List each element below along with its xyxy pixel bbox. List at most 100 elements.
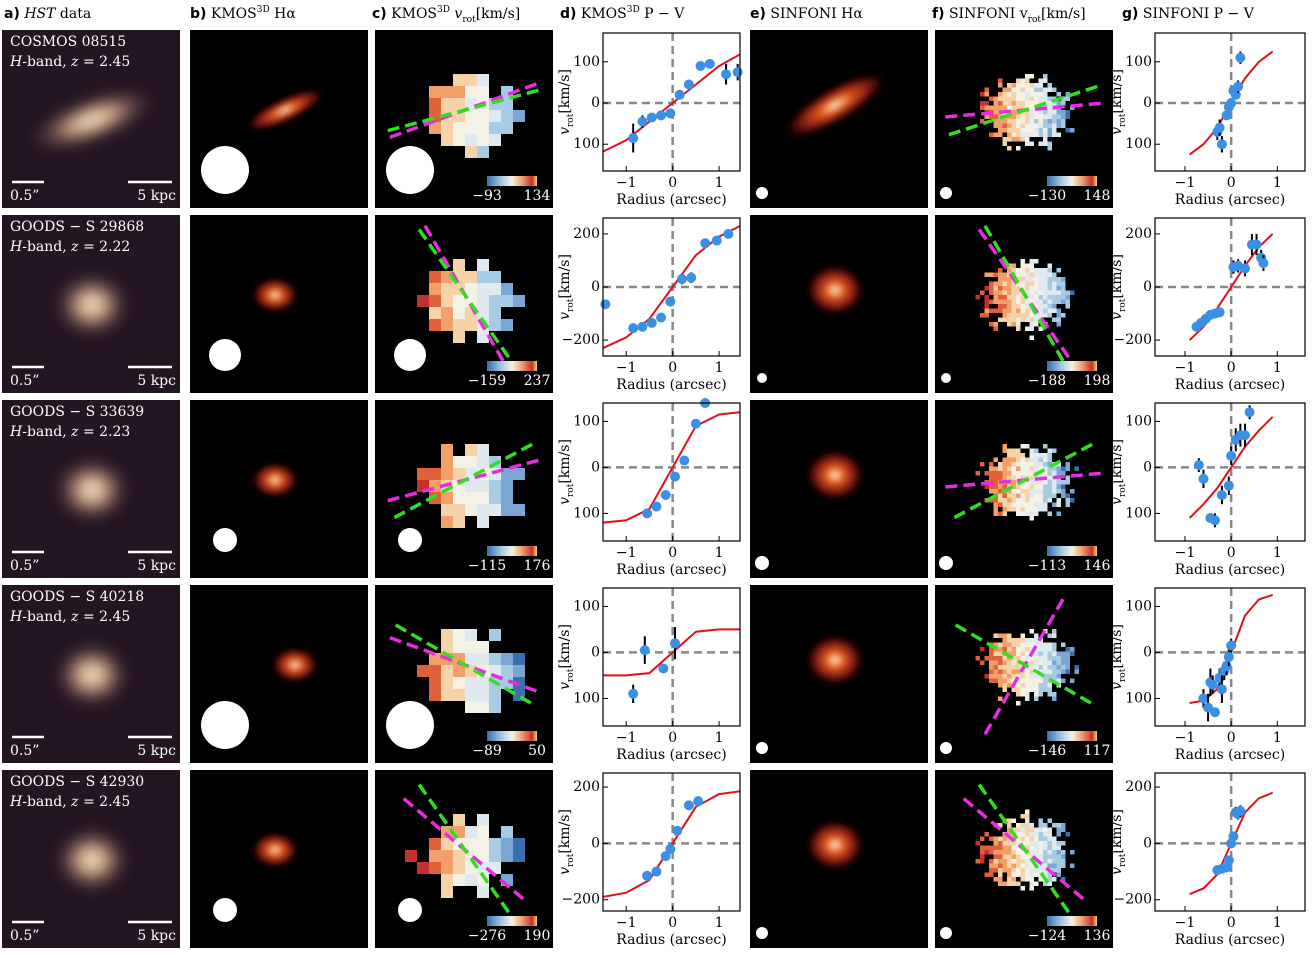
position-angle	[983, 224, 1067, 366]
map-pixel	[489, 850, 501, 862]
map-pixel	[1065, 466, 1070, 471]
map-pixel	[465, 701, 477, 713]
map-pixel	[1038, 841, 1043, 846]
map-pixel	[1020, 272, 1025, 277]
map-pixel	[1056, 119, 1061, 124]
map-pixel	[1016, 669, 1021, 674]
map-pixel	[1029, 105, 1034, 110]
colorbar	[1047, 361, 1097, 371]
map-pixel	[1016, 638, 1021, 643]
map-pixel	[1020, 313, 1025, 318]
y-tick-label: 100	[1125, 598, 1152, 614]
map-pixel	[429, 665, 441, 677]
x-tick-label: 1	[715, 175, 724, 191]
map-pixel	[984, 471, 989, 476]
beam	[386, 146, 434, 194]
map-pixel	[1038, 299, 1043, 304]
map-pixel	[989, 462, 994, 467]
column-header: d) KMOS3D P − V	[560, 5, 685, 23]
map-pixel	[1038, 845, 1043, 850]
map-pixel	[998, 105, 1003, 110]
map-pixel	[1061, 665, 1066, 670]
map-pixel	[1020, 692, 1025, 697]
map-pixel	[1038, 83, 1043, 88]
halpha-emission	[805, 634, 865, 686]
map-pixel	[1020, 814, 1025, 819]
map-pixel	[1029, 295, 1034, 300]
map-pixel	[1038, 277, 1043, 282]
map-pixel	[465, 677, 477, 689]
data-point	[669, 638, 680, 649]
map-pixel	[998, 511, 1003, 516]
map-pixel	[1002, 92, 1007, 97]
map-pixel	[1025, 101, 1030, 106]
map-pixel	[998, 101, 1003, 106]
map-pixel	[1038, 92, 1043, 97]
map-pixel	[998, 850, 1003, 855]
map-pixel	[1052, 674, 1057, 679]
map-pixel	[441, 295, 453, 307]
map-pixel	[477, 110, 489, 122]
map-pixel	[1043, 660, 1048, 665]
map-pixel	[1020, 507, 1025, 512]
map-pixel	[1007, 818, 1012, 823]
map-pixel	[1029, 823, 1034, 828]
map-pixel	[1025, 674, 1030, 679]
map-pixel	[1025, 119, 1030, 124]
map-pixel	[429, 689, 441, 701]
map-pixel	[993, 475, 998, 480]
map-pixel	[1034, 259, 1039, 264]
y-axis-label: vrot[km/s]	[557, 69, 576, 135]
colorbar	[1047, 176, 1097, 186]
map-pixel	[989, 859, 994, 864]
map-pixel	[1016, 299, 1021, 304]
colorbar	[487, 176, 537, 186]
axes-frame	[1154, 32, 1306, 172]
map-pixel	[1056, 308, 1061, 313]
map-pixel	[1002, 313, 1007, 318]
map-pixel	[1056, 92, 1061, 97]
map-pixel	[1038, 498, 1043, 503]
map-pixel	[989, 651, 994, 656]
map-pixel	[1038, 854, 1043, 859]
map-pixel	[1056, 277, 1061, 282]
map-pixel	[1011, 87, 1016, 92]
map-pixel	[1011, 660, 1016, 665]
map-pixel	[1056, 480, 1061, 485]
map-pixel	[1016, 272, 1021, 277]
map-pixel	[1016, 137, 1021, 142]
map-pixel	[1002, 498, 1007, 503]
map-pixel	[1016, 462, 1021, 467]
map-pixel	[1007, 647, 1012, 652]
map-pixel	[998, 674, 1003, 679]
map-pixel	[1025, 647, 1030, 652]
map-pixel	[1047, 308, 1052, 313]
map-pixel	[1047, 96, 1052, 101]
map-pixel	[453, 98, 465, 110]
beam	[756, 187, 768, 199]
map-pixel	[1029, 453, 1034, 458]
map-pixel	[1043, 854, 1048, 859]
data-point	[1226, 640, 1237, 651]
map-pixel	[1034, 101, 1039, 106]
map-pixel	[998, 268, 1003, 273]
map-pixel	[489, 492, 501, 504]
map-pixel	[1002, 669, 1007, 674]
map-pixel	[465, 826, 477, 838]
map-pixel	[1007, 119, 1012, 124]
map-pixel	[1070, 489, 1075, 494]
map-pixel	[1047, 656, 1052, 661]
map-pixel	[1043, 836, 1048, 841]
map-pixel	[1056, 656, 1061, 661]
colorbar-max: 146	[1084, 558, 1111, 574]
map-pixel	[453, 629, 465, 641]
text-part: [km/s]	[557, 624, 573, 669]
map-pixel	[453, 814, 465, 826]
map-pixel	[465, 295, 477, 307]
text-part: H	[9, 424, 23, 440]
map-pixel	[465, 319, 477, 331]
map-pixel	[1052, 823, 1057, 828]
map-pixel	[429, 122, 441, 134]
map-pixel	[477, 814, 489, 826]
colorbar	[1047, 731, 1097, 741]
